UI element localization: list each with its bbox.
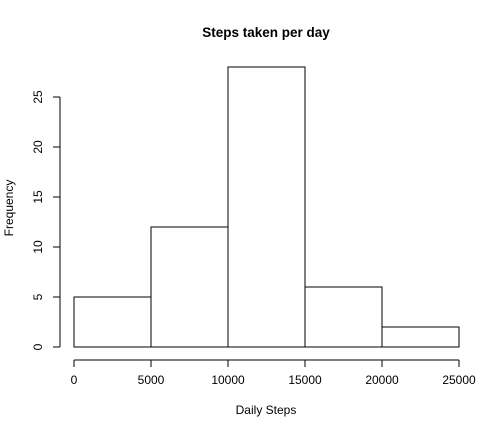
y-tick-label: 20 [31,140,45,154]
x-tick-label: 20000 [365,373,399,387]
x-tick-label: 10000 [211,373,245,387]
y-tick-label: 5 [31,293,45,300]
histogram-bar-4 [381,326,460,348]
y-axis-label: Frequency [2,180,16,237]
bars-group [73,66,460,348]
y-axis: 0 5 10 15 20 25 [31,90,61,350]
x-tick-label: 25000 [442,373,476,387]
x-tick-label: 15000 [288,373,322,387]
y-tick-label: 0 [31,343,45,350]
histogram-bar-3 [304,286,383,348]
x-axis: 0 5000 10000 15000 20000 25000 [71,359,476,387]
x-tick-label: 5000 [138,373,165,387]
y-tick-label: 10 [31,240,45,254]
y-tick-label: 25 [31,90,45,104]
x-tick-label: 0 [71,373,78,387]
chart-title: Steps taken per day [202,25,330,40]
y-tick-label: 15 [31,190,45,204]
histogram-bar-0 [73,296,152,348]
histogram-bar-1 [150,226,229,348]
x-axis-label: Daily Steps [236,403,297,417]
histogram-bar-2 [227,66,306,348]
